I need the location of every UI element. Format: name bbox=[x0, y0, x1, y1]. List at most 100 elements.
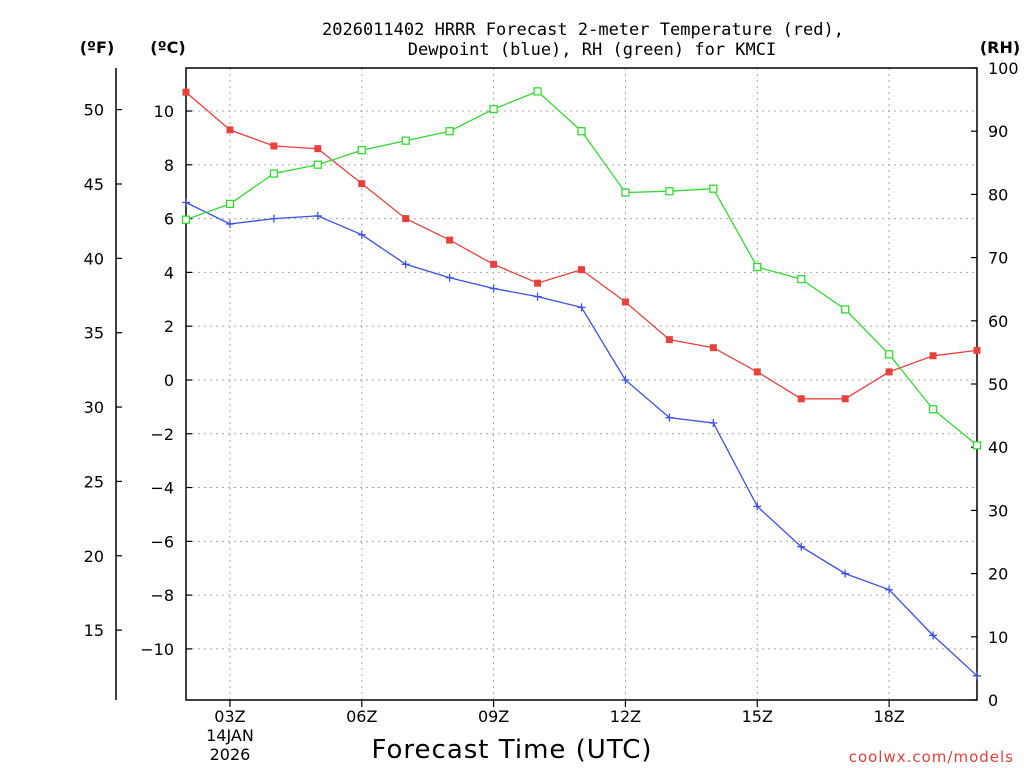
temperature-point bbox=[182, 88, 190, 96]
rh-point bbox=[269, 169, 279, 178]
x-tick-label: 03Z bbox=[214, 707, 245, 726]
rh-tick-label: 10 bbox=[988, 628, 1008, 647]
rh-point bbox=[225, 199, 235, 209]
rh-point bbox=[797, 274, 806, 284]
temperature-point bbox=[709, 344, 717, 352]
dewpoint-point bbox=[401, 260, 410, 269]
rh-tick-label: 80 bbox=[988, 185, 1008, 204]
fahrenheit-tick-label: 40 bbox=[84, 249, 104, 268]
x-date-label: 14JAN bbox=[206, 726, 254, 745]
celsius-tick-label: 0 bbox=[164, 371, 174, 390]
x-tick-label: 15Z bbox=[742, 707, 773, 726]
rh-point bbox=[181, 215, 191, 224]
rh-tick-label: 20 bbox=[988, 565, 1008, 584]
rh-point bbox=[884, 350, 894, 359]
temperature-point bbox=[797, 395, 805, 403]
fahrenheit-tick-label: 35 bbox=[84, 324, 104, 343]
x-tick-label: 09Z bbox=[478, 707, 509, 726]
temperature-point bbox=[358, 180, 366, 188]
dewpoint-point bbox=[973, 671, 981, 680]
rh-point bbox=[489, 104, 498, 114]
celsius-tick-label: −2 bbox=[150, 425, 174, 444]
fahrenheit-tick-label: 20 bbox=[84, 547, 104, 566]
celsius-tick-label: 4 bbox=[164, 263, 174, 282]
temperature-line bbox=[185, 91, 978, 400]
dewpoint-point bbox=[753, 502, 762, 511]
rh-point bbox=[621, 188, 630, 197]
rh-point bbox=[401, 136, 410, 145]
rh-point bbox=[753, 262, 762, 272]
dewpoint-point bbox=[489, 284, 498, 293]
celsius-tick-label: −6 bbox=[150, 532, 174, 551]
temperature-point bbox=[929, 352, 937, 360]
temperature-point bbox=[753, 368, 761, 376]
dewpoint-point bbox=[929, 631, 938, 640]
dewpoint-point bbox=[225, 219, 234, 228]
rh-point bbox=[313, 160, 322, 169]
rh-point bbox=[533, 87, 542, 96]
x-axis-title: Forecast Time (UTC) bbox=[371, 735, 652, 765]
dewpoint-point bbox=[665, 413, 674, 422]
celsius-tick-label: 2 bbox=[164, 317, 174, 336]
dewpoint-point bbox=[841, 569, 850, 578]
dewpoint-point bbox=[577, 303, 586, 312]
dewpoint-point bbox=[357, 230, 366, 239]
fahrenheit-tick-label: 45 bbox=[84, 175, 104, 194]
rh-point bbox=[445, 127, 454, 136]
temperature-point bbox=[665, 336, 673, 344]
celsius-tick-label: −8 bbox=[150, 586, 174, 605]
celsius-tick-label: 10 bbox=[154, 102, 174, 121]
temperature-point bbox=[578, 266, 585, 274]
fahrenheit-unit-label: (ºF) bbox=[80, 38, 115, 57]
rh-tick-label: 30 bbox=[988, 501, 1008, 520]
temperature-point bbox=[226, 126, 234, 134]
celsius-tick-label: 8 bbox=[164, 156, 174, 175]
dewpoint-point bbox=[533, 292, 542, 301]
credit-text: coolwx.com/models bbox=[849, 748, 1014, 766]
x-tick-label: 18Z bbox=[873, 707, 904, 726]
temperature-point bbox=[841, 395, 849, 403]
fahrenheit-tick-label: 50 bbox=[84, 101, 104, 120]
dewpoint-point bbox=[269, 214, 278, 223]
temperature-point bbox=[885, 368, 893, 376]
rh-tick-label: 60 bbox=[988, 312, 1008, 331]
plot-frame bbox=[185, 67, 978, 701]
celsius-unit-label: (ºC) bbox=[150, 38, 185, 57]
dewpoint-point bbox=[182, 198, 190, 207]
dewpoint-point bbox=[709, 418, 718, 427]
rh-point bbox=[665, 187, 674, 196]
celsius-tick-label: −4 bbox=[150, 479, 174, 498]
temperature-point bbox=[270, 142, 278, 150]
fahrenheit-tick-label: 25 bbox=[84, 472, 104, 491]
dewpoint-line bbox=[185, 201, 978, 677]
temperature-point bbox=[490, 260, 498, 268]
celsius-tick-label: 6 bbox=[164, 210, 174, 229]
temperature-point bbox=[534, 279, 542, 287]
fahrenheit-tick-label: 30 bbox=[84, 398, 104, 417]
x-tick-label: 12Z bbox=[610, 707, 641, 726]
rh-point bbox=[709, 184, 718, 193]
rh-tick-label: 50 bbox=[988, 375, 1008, 394]
rh-tick-label: 40 bbox=[988, 438, 1008, 457]
fahrenheit-tick-label: 15 bbox=[84, 621, 104, 640]
chart-title-line-2: Dewpoint (blue), RH (green) for KMCI bbox=[408, 40, 776, 60]
temperature-point bbox=[402, 215, 410, 223]
temperature-point bbox=[314, 145, 322, 153]
dewpoint-point bbox=[885, 585, 894, 594]
rh-tick-label: 0 bbox=[988, 691, 998, 710]
rh-point bbox=[577, 127, 586, 136]
series-layer bbox=[181, 87, 982, 680]
x-year-label: 2026 bbox=[210, 745, 251, 764]
rh-tick-label: 70 bbox=[988, 249, 1008, 268]
chart-title-line-1: 2026011402 HRRR Forecast 2-meter Tempera… bbox=[322, 20, 844, 40]
dewpoint-point bbox=[797, 542, 806, 551]
rh-point bbox=[972, 441, 982, 450]
dewpoint-point bbox=[313, 211, 322, 220]
rh-point bbox=[357, 146, 366, 155]
dewpoint-point bbox=[621, 375, 630, 384]
dewpoint-point bbox=[445, 273, 454, 282]
rh-tick-label: 100 bbox=[988, 59, 1019, 78]
temperature-point bbox=[621, 298, 629, 306]
temperature-point bbox=[973, 346, 981, 354]
